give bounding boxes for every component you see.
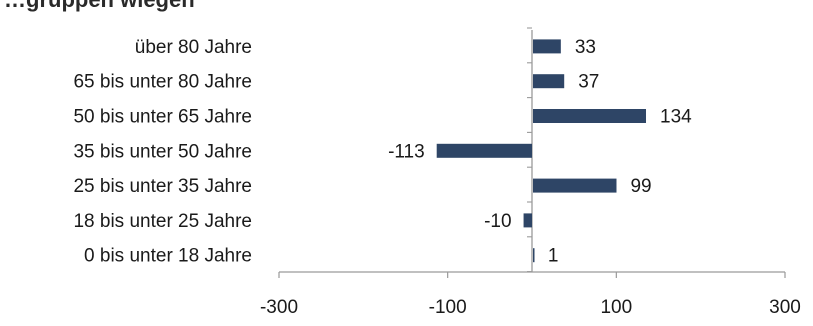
chart-bars <box>436 39 647 263</box>
category-label: 35 bis unter 50 Jahre <box>73 141 252 162</box>
category-label: über 80 Jahre <box>135 37 252 58</box>
data-label: -10 <box>484 211 511 232</box>
category-label: 25 bis unter 35 Jahre <box>73 176 252 197</box>
x-tick-label: -100 <box>429 297 467 318</box>
category-label: 65 bis unter 80 Jahre <box>73 72 252 93</box>
category-labels: über 80 Jahre 65 bis unter 80 Jahre 50 bis… <box>73 37 252 267</box>
x-tick-label: 300 <box>769 297 801 318</box>
category-label: 0 bis unter 18 Jahre <box>84 246 252 267</box>
x-tick-label: -300 <box>260 297 298 318</box>
category-label: 50 bis unter 65 Jahre <box>73 107 252 128</box>
bar <box>533 248 535 263</box>
bar <box>533 178 617 193</box>
data-label: 33 <box>575 37 596 58</box>
data-label: 1 <box>548 246 559 267</box>
bar <box>533 109 647 123</box>
bar <box>523 213 532 228</box>
bar <box>436 143 532 158</box>
x-tick-labels: -300 -100 100 300 <box>260 297 801 318</box>
data-label: 99 <box>630 176 651 197</box>
x-tick-label: 100 <box>600 297 632 318</box>
bar <box>533 74 565 89</box>
data-label: -113 <box>388 141 425 162</box>
bar <box>533 39 561 54</box>
chart-title-fragment: …gruppen wiegen <box>0 0 813 18</box>
data-labels: 33 37 134 -113 99 -10 1 <box>388 37 692 267</box>
data-label: 37 <box>578 72 599 93</box>
data-label: 134 <box>660 107 692 128</box>
category-label: 18 bis unter 25 Jahre <box>73 211 252 232</box>
chart-title-text: …gruppen wiegen <box>4 0 195 13</box>
